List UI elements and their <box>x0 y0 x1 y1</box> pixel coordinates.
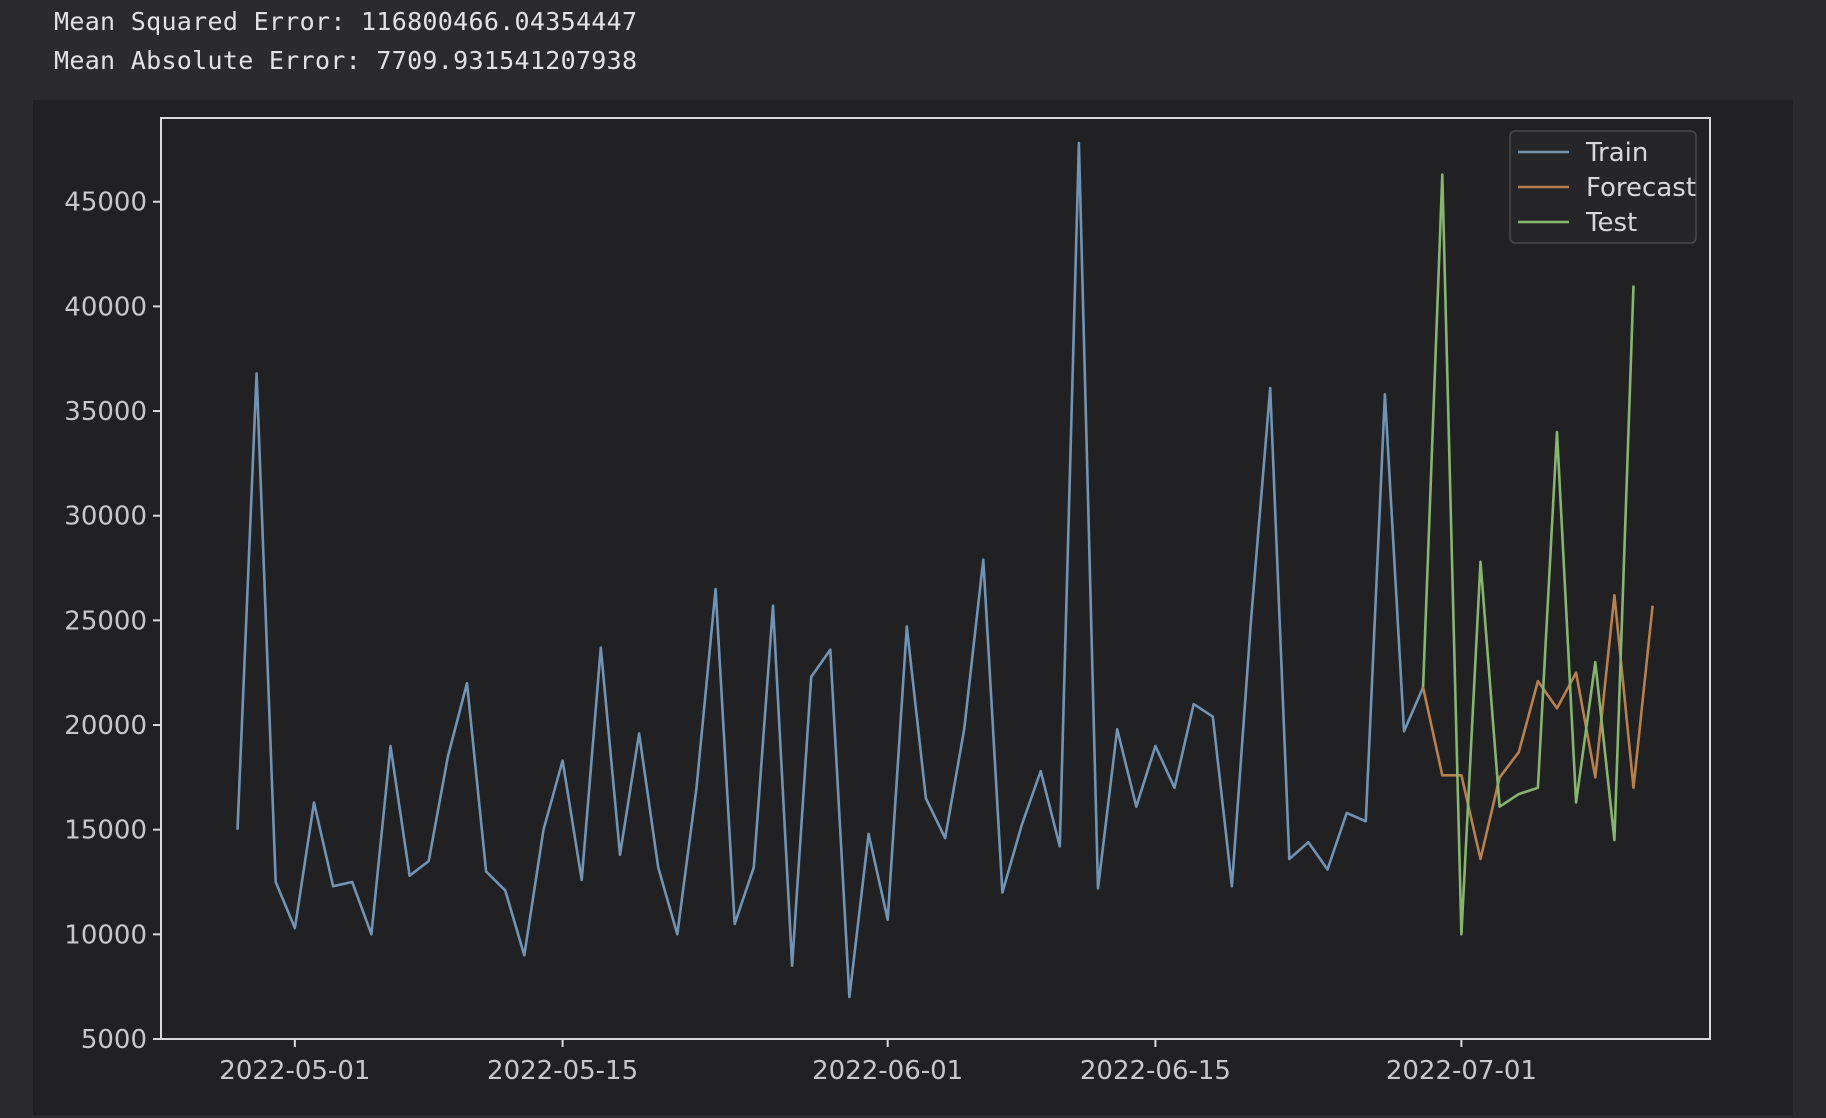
x-tick-label: 2022-05-15 <box>487 1056 638 1086</box>
series-line-train <box>236 141 1425 999</box>
y-tick-label: 15000 <box>64 816 147 846</box>
legend-label-test: Test <box>1585 208 1637 238</box>
series-line-test <box>1421 173 1635 936</box>
y-tick-label: 45000 <box>64 188 147 218</box>
mae-text: Mean Absolute Error: 7709.931541207938 <box>54 46 638 75</box>
x-tick-label: 2022-06-15 <box>1080 1056 1231 1086</box>
series-line-forecast <box>1421 593 1654 861</box>
y-tick-label: 20000 <box>64 711 147 741</box>
y-tick-label: 10000 <box>64 920 147 950</box>
legend-label-forecast: Forecast <box>1586 173 1696 203</box>
x-tick-label: 2022-05-01 <box>219 1056 370 1086</box>
chart-legend: Train Forecast Test <box>1509 130 1697 244</box>
plot-layer: 5000 10000 15000 20000 25000 30000 35000 40000 4… <box>64 117 1711 1086</box>
axes-frame <box>160 117 1711 1040</box>
mse-text: Mean Squared Error: 116800466.04354447 <box>54 7 638 36</box>
legend-label-train: Train <box>1585 138 1648 168</box>
line-chart: 5000 10000 15000 20000 25000 30000 35000 40000 4… <box>64 117 1711 1086</box>
y-tick-label: 30000 <box>64 502 147 532</box>
y-tick-label: 40000 <box>64 292 147 322</box>
x-tick-label: 2022-07-01 <box>1386 1056 1537 1086</box>
y-tick-label: 5000 <box>81 1025 147 1055</box>
legend-box <box>1509 130 1697 244</box>
y-tick-label: 25000 <box>64 606 147 636</box>
x-tick-label: 2022-06-01 <box>812 1056 963 1086</box>
chart-figure: 5000 10000 15000 20000 25000 30000 35000 40000 4… <box>33 100 1793 1115</box>
y-tick-label: 35000 <box>64 397 147 427</box>
